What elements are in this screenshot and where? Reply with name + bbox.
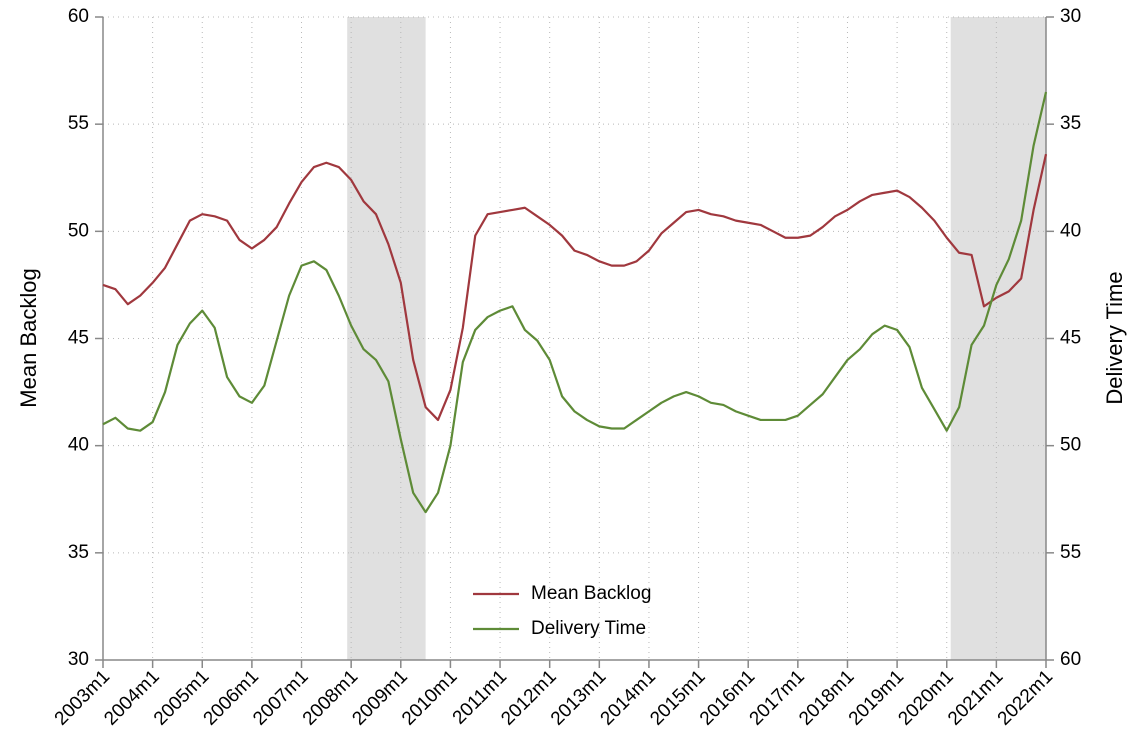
- series-line: [102, 153, 1048, 422]
- y-tick-label: 45: [68, 328, 89, 349]
- y-tick-label: 60: [68, 6, 89, 27]
- y-tick-label: 40: [68, 435, 89, 456]
- y2-tick-label: 40: [1060, 220, 1081, 241]
- y-axis-title: Mean Backlog: [16, 268, 41, 407]
- y2-tick-label: 30: [1060, 6, 1081, 27]
- x-tick-label: 2010m1: [398, 666, 461, 729]
- y2-tick-label: 55: [1060, 542, 1081, 563]
- legend-label: Delivery Time: [531, 618, 646, 639]
- y-tick-label: 50: [68, 220, 89, 241]
- series-line: [102, 91, 1048, 514]
- y-tick-label: 30: [68, 649, 89, 670]
- y2-tick-label: 60: [1060, 649, 1081, 670]
- y2-tick-label: 35: [1060, 113, 1081, 134]
- y-tick-label: 55: [68, 113, 89, 134]
- y-tick-label: 35: [68, 542, 89, 563]
- x-tick-label: 2022m1: [994, 666, 1057, 729]
- y2-tick-label: 45: [1060, 328, 1081, 349]
- legend-label: Mean Backlog: [531, 583, 651, 604]
- y2-axis-title: Delivery Time: [1102, 271, 1127, 404]
- recession-shade: [347, 17, 426, 660]
- y2-tick-label: 50: [1060, 435, 1081, 456]
